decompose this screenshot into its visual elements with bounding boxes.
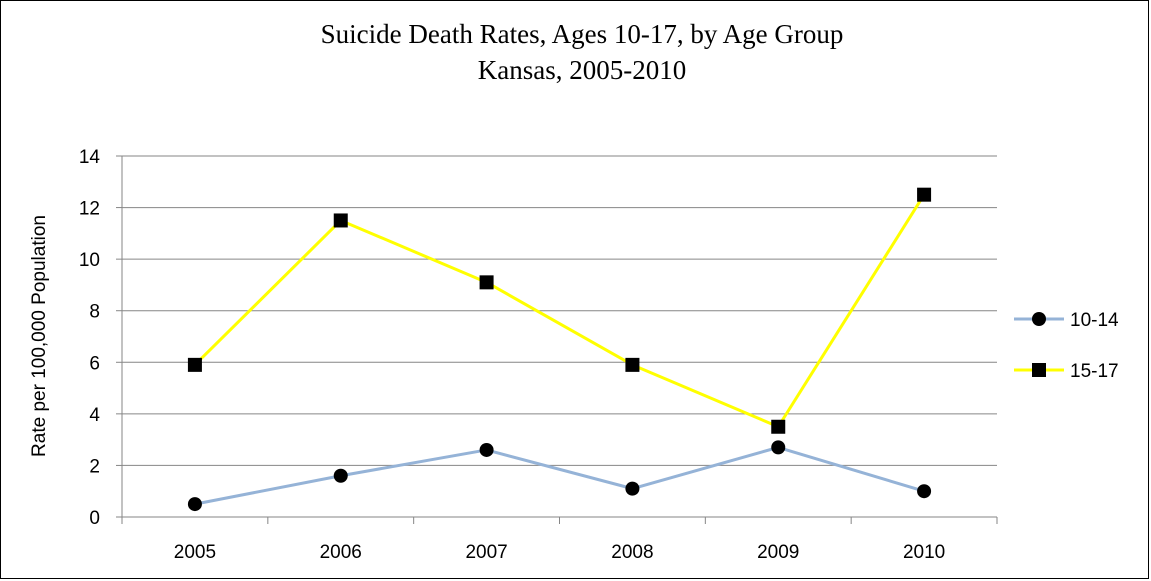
chart-subtitle: Kansas, 2005-2010 xyxy=(478,55,686,85)
y-tick-label: 12 xyxy=(79,199,100,220)
data-point xyxy=(333,213,348,228)
axes: 0 2 4 6 8 10 12 14 2005 2006 2007 2008 2009 2010 xyxy=(79,147,998,563)
series-group xyxy=(187,187,932,512)
y-tick-label: 4 xyxy=(89,405,100,426)
legend: 10-14 15-17 xyxy=(1014,310,1119,382)
data-point xyxy=(771,440,786,455)
data-point xyxy=(479,275,494,290)
series-line xyxy=(193,193,926,429)
data-point xyxy=(479,442,494,457)
legend-label: 15-17 xyxy=(1070,361,1119,382)
x-tick-label: 2010 xyxy=(903,542,945,563)
y-tick-label: 6 xyxy=(89,353,100,374)
x-tick-label: 2005 xyxy=(174,542,216,563)
gridlines xyxy=(122,155,997,466)
y-tick-label: 2 xyxy=(89,456,100,477)
legend-marker xyxy=(1032,363,1046,377)
x-tick-label: 2008 xyxy=(611,542,653,563)
data-point xyxy=(333,468,348,483)
data-point xyxy=(917,484,932,499)
data-point xyxy=(187,497,202,512)
data-point xyxy=(187,357,202,372)
x-tick-label: 2006 xyxy=(320,542,362,563)
y-axis-title: Rate per 100,000 Population xyxy=(29,215,50,457)
x-tick-label: 2009 xyxy=(757,542,799,563)
series-10-14 xyxy=(187,440,932,512)
y-tick-label: 14 xyxy=(79,147,101,168)
x-tick-label: 2007 xyxy=(465,542,507,563)
data-point xyxy=(625,481,640,496)
y-tick-label: 0 xyxy=(89,508,100,529)
series-15-17 xyxy=(187,187,932,434)
legend-marker xyxy=(1032,312,1046,326)
data-point xyxy=(917,187,932,202)
y-tick-label: 10 xyxy=(79,250,100,271)
data-point xyxy=(625,357,640,372)
chart-title: Suicide Death Rates, Ages 10-17, by Age … xyxy=(321,19,844,49)
y-tick-label: 8 xyxy=(89,302,100,323)
legend-item-10-14: 10-14 xyxy=(1014,310,1119,331)
data-point xyxy=(771,419,786,434)
legend-item-15-17: 15-17 xyxy=(1014,361,1119,382)
legend-label: 10-14 xyxy=(1070,310,1119,331)
series-line xyxy=(194,445,925,506)
